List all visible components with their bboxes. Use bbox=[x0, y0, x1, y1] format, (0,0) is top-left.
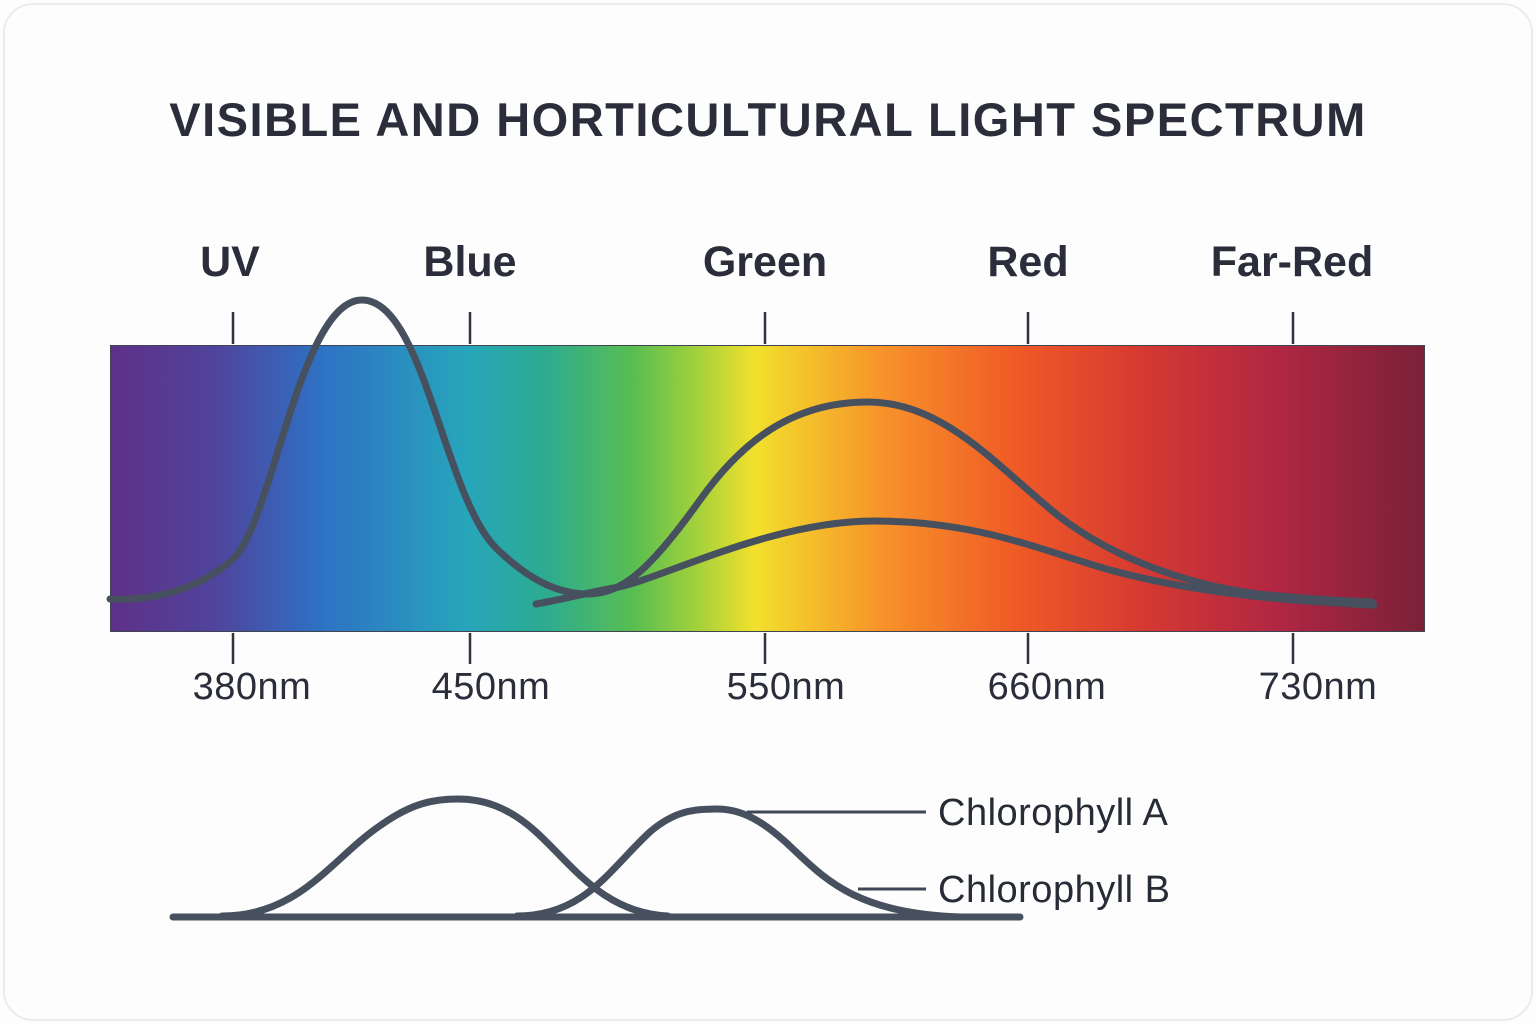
band-label-green: Green bbox=[702, 238, 828, 286]
spectrum-gradient-bar bbox=[110, 345, 1425, 632]
wavelength-label-380nm: 380nm bbox=[192, 666, 312, 708]
wavelength-label-660nm: 660nm bbox=[987, 666, 1107, 708]
chlorophyll-a-label: Chlorophyll A bbox=[938, 792, 1169, 834]
band-label-far-red: Far-Red bbox=[1210, 238, 1374, 286]
wavelength-label-450nm: 450nm bbox=[431, 666, 551, 708]
chlorophyll-b-bell-curve bbox=[218, 795, 672, 920]
band-label-uv: UV bbox=[200, 238, 260, 286]
chlorophyll-b-label: Chlorophyll B bbox=[938, 869, 1171, 911]
band-label-blue: Blue bbox=[423, 238, 517, 286]
wavelength-label-550nm: 550nm bbox=[726, 666, 846, 708]
chlorophyll-a-bell-curve bbox=[513, 805, 966, 921]
wavelength-label-730nm: 730nm bbox=[1258, 666, 1378, 708]
page-title: VISIBLE AND HORTICULTURAL LIGHT SPECTRUM bbox=[169, 93, 1367, 146]
band-label-red: Red bbox=[987, 238, 1069, 286]
